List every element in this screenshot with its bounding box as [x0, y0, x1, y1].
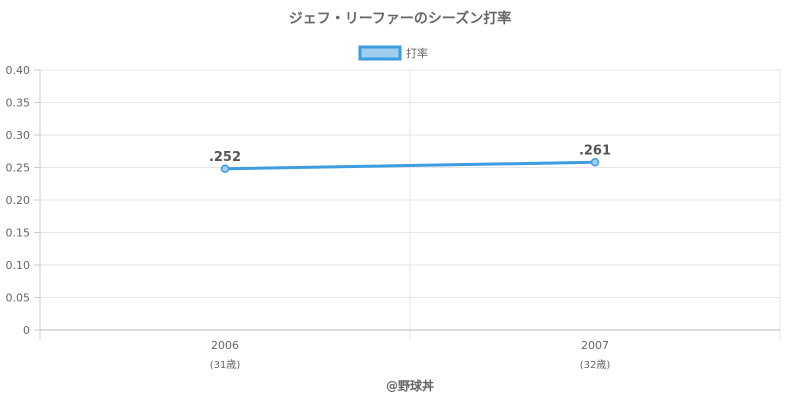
y-tick-label: 0.15	[6, 227, 31, 240]
chart-title: ジェフ・リーファーのシーズン打率	[289, 10, 511, 27]
data-point	[590, 158, 600, 167]
credit-text: @野球丼	[386, 378, 434, 393]
y-axis-ticks: 0 0.05 0.10 0.15 0.20 0.25 0.30 0.35 0.40	[6, 64, 31, 337]
y-tick-label: 0.40	[6, 64, 31, 77]
x-tick-label: 2006	[211, 339, 239, 352]
data-label: .252	[209, 150, 241, 165]
y-tick-label: 0.30	[6, 129, 31, 142]
legend[interactable]: 打率	[358, 45, 428, 61]
x-tick-label: 2007	[581, 339, 609, 352]
legend-swatch	[358, 45, 402, 61]
legend-label: 打率	[406, 46, 428, 60]
grid	[34, 69, 781, 340]
y-tick-label: 0.05	[6, 292, 31, 305]
data-point	[220, 164, 230, 174]
y-tick-label: 0.10	[6, 259, 31, 272]
y-tick-label: 0.20	[6, 194, 31, 207]
data-label: .261	[579, 143, 611, 158]
x-tick-sublabel: (31歳)	[210, 359, 241, 371]
series-layer: .252 .261	[209, 143, 611, 174]
y-tick-label: 0.25	[6, 162, 31, 175]
y-tick-label: 0	[23, 324, 30, 337]
y-tick-label: 0.35	[6, 97, 31, 110]
x-axis-ticks: 2006 (31歳) 2007 (32歳)	[210, 339, 611, 371]
x-tick-sublabel: (32歳)	[580, 359, 611, 371]
series-line	[223, 160, 597, 171]
